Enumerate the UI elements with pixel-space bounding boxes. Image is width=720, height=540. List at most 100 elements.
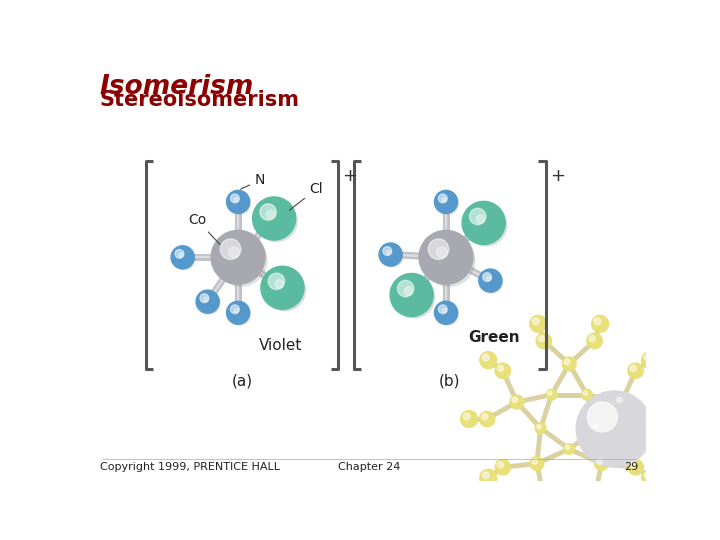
Circle shape	[562, 357, 576, 371]
Circle shape	[532, 508, 539, 515]
Circle shape	[532, 318, 539, 325]
Circle shape	[230, 305, 239, 314]
Circle shape	[480, 352, 497, 369]
Circle shape	[436, 303, 459, 325]
Circle shape	[253, 197, 296, 240]
Circle shape	[593, 423, 603, 434]
Circle shape	[539, 492, 544, 498]
Circle shape	[482, 354, 489, 361]
Circle shape	[171, 246, 194, 269]
Text: +: +	[550, 167, 565, 185]
Circle shape	[482, 414, 488, 420]
Circle shape	[390, 273, 433, 316]
Circle shape	[228, 303, 251, 325]
Circle shape	[204, 297, 208, 302]
Circle shape	[379, 243, 402, 266]
Circle shape	[510, 395, 523, 409]
Circle shape	[234, 308, 238, 313]
Text: 29: 29	[624, 462, 639, 472]
Circle shape	[663, 413, 670, 420]
Circle shape	[482, 472, 489, 478]
Circle shape	[537, 424, 541, 429]
Circle shape	[479, 269, 502, 292]
Circle shape	[230, 194, 239, 203]
Circle shape	[266, 210, 275, 219]
Circle shape	[179, 253, 183, 258]
Circle shape	[628, 363, 643, 379]
Text: Stereoisomerism: Stereoisomerism	[99, 90, 300, 110]
Circle shape	[220, 239, 240, 259]
Circle shape	[438, 194, 447, 203]
Circle shape	[530, 315, 546, 332]
Circle shape	[216, 235, 267, 286]
Circle shape	[592, 506, 608, 523]
Circle shape	[260, 204, 276, 220]
Circle shape	[419, 231, 473, 284]
Text: +: +	[342, 167, 357, 185]
Circle shape	[536, 489, 552, 505]
Circle shape	[256, 200, 297, 241]
Circle shape	[229, 247, 240, 258]
Circle shape	[198, 292, 220, 314]
Circle shape	[480, 469, 497, 487]
Circle shape	[597, 458, 602, 464]
Circle shape	[228, 192, 251, 214]
Text: Co: Co	[188, 213, 220, 245]
Circle shape	[394, 277, 435, 318]
Text: Chapter 24: Chapter 24	[338, 462, 400, 472]
Circle shape	[261, 266, 304, 309]
Text: Violet: Violet	[258, 338, 302, 353]
Circle shape	[587, 333, 602, 349]
Circle shape	[381, 245, 403, 267]
Circle shape	[269, 273, 284, 289]
Circle shape	[536, 333, 552, 349]
Circle shape	[535, 423, 546, 434]
Circle shape	[462, 201, 505, 245]
Circle shape	[642, 352, 659, 369]
Circle shape	[576, 391, 652, 467]
Circle shape	[548, 391, 552, 395]
Circle shape	[564, 444, 575, 455]
Circle shape	[495, 460, 510, 475]
Circle shape	[615, 395, 629, 409]
Circle shape	[661, 410, 678, 428]
Circle shape	[434, 301, 457, 325]
Circle shape	[438, 305, 447, 314]
Circle shape	[644, 411, 659, 427]
Text: Isomerism: Isomerism	[99, 74, 254, 100]
Circle shape	[628, 460, 643, 475]
Circle shape	[404, 287, 413, 295]
Circle shape	[630, 462, 636, 468]
Circle shape	[588, 402, 617, 432]
Circle shape	[583, 391, 588, 395]
Circle shape	[617, 397, 622, 403]
Circle shape	[175, 249, 184, 258]
Circle shape	[482, 273, 492, 281]
Circle shape	[461, 410, 477, 428]
Circle shape	[495, 363, 510, 379]
Text: (a): (a)	[231, 374, 253, 389]
Circle shape	[512, 397, 518, 403]
Circle shape	[423, 235, 474, 286]
Circle shape	[211, 231, 265, 284]
Text: Copyright 1999, PRENTICE HALL: Copyright 1999, PRENTICE HALL	[99, 462, 279, 472]
Text: (b): (b)	[439, 374, 461, 389]
Circle shape	[642, 469, 659, 487]
Circle shape	[589, 492, 595, 498]
Circle shape	[397, 280, 414, 296]
Circle shape	[539, 335, 544, 342]
Circle shape	[630, 366, 636, 372]
Circle shape	[234, 198, 238, 202]
Circle shape	[644, 472, 651, 478]
Circle shape	[481, 271, 503, 293]
Circle shape	[466, 205, 507, 246]
Circle shape	[463, 413, 470, 420]
Circle shape	[594, 318, 601, 325]
Circle shape	[383, 247, 392, 255]
Text: Cl: Cl	[289, 182, 323, 210]
Circle shape	[530, 457, 544, 470]
Circle shape	[387, 250, 391, 255]
Circle shape	[589, 335, 595, 342]
Circle shape	[476, 215, 485, 224]
Circle shape	[442, 308, 446, 313]
